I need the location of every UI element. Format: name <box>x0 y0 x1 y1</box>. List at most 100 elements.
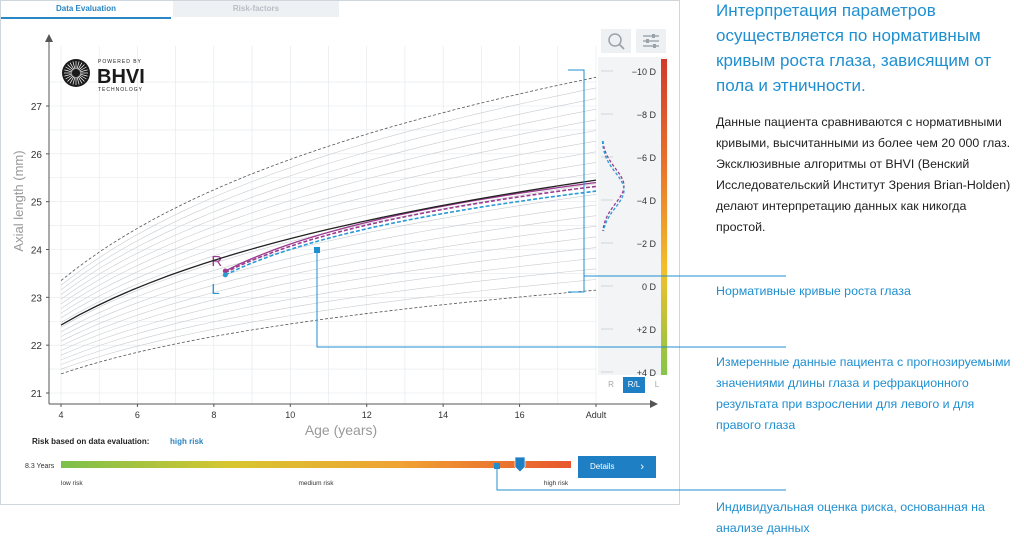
risk-value: high risk <box>170 437 204 446</box>
series-point <box>222 272 228 278</box>
logo-ray <box>79 66 87 72</box>
refraction-tick-label: −4 D <box>637 196 657 206</box>
percentile-curve <box>60 108 597 295</box>
x-axis-label: Age (years) <box>305 422 377 438</box>
percentile-curve <box>60 76 597 281</box>
series-line <box>224 190 597 276</box>
percentile-curve <box>60 140 597 309</box>
details-button[interactable]: Details › <box>578 456 656 478</box>
percentile-curve <box>60 87 597 286</box>
risk-low-label: low risk <box>61 480 83 487</box>
x-tick-label: 16 <box>515 410 525 420</box>
logo-ray <box>64 69 73 73</box>
search-icon <box>608 33 625 50</box>
logo-ray <box>65 74 73 80</box>
risk-gradient-bar <box>61 461 571 468</box>
x-tick-label: 12 <box>362 410 372 420</box>
refraction-gradient-bar <box>661 59 667 375</box>
y-tick-label: 21 <box>31 389 43 400</box>
percentile-curve <box>60 172 597 323</box>
x-tick-label: Adult <box>586 410 607 420</box>
risk-age: 8.3 Years <box>25 463 55 470</box>
bhvi-logo: POWERED BY BHVI TECHNOLOGY <box>62 59 145 93</box>
logo-ray <box>67 75 74 82</box>
logo-ray <box>65 66 73 72</box>
tab-risk-factors[interactable]: Risk-factors <box>173 1 339 17</box>
refraction-scale: −10 D −8 D −6 D −4 D −2 D 0 D +2 D +4 D <box>598 57 668 378</box>
refraction-tick-label: −8 D <box>637 110 657 120</box>
side-body: Данные пациента сравниваются с нормативн… <box>716 115 1011 234</box>
percentile-curve <box>60 289 597 375</box>
logo-ray <box>72 61 76 70</box>
y-axis-label: Axial length (mm) <box>11 150 26 251</box>
refraction-tick-label: +2 D <box>637 325 657 335</box>
x-tick-label: 6 <box>135 410 140 420</box>
percentile-curves <box>60 76 597 375</box>
x-tick-label: 14 <box>438 410 448 420</box>
risk-label: Risk based on data evaluation: <box>32 437 149 446</box>
refraction-distribution <box>601 140 625 232</box>
series-line <box>225 181 597 272</box>
risk-medium-label: medium risk <box>298 480 334 487</box>
percentile-curve <box>60 98 597 291</box>
x-axis-arrow <box>650 400 658 408</box>
logo-ray <box>78 75 85 82</box>
logo-brand: BHVI <box>97 66 145 88</box>
eye-toggle-r[interactable]: R <box>608 380 614 389</box>
series-line <box>60 179 597 326</box>
logo-ray <box>76 76 80 85</box>
refraction-tick-label: −10 D <box>632 67 657 77</box>
logo-sub: TECHNOLOGY <box>98 87 143 93</box>
logo-ray <box>78 64 85 71</box>
series-label: L <box>211 281 219 298</box>
x-tick-label: 10 <box>285 410 295 420</box>
refraction-tick-label: +4 D <box>637 368 657 378</box>
zoom-button[interactable] <box>601 29 631 53</box>
callout-risk: Индивидуальная оценка риска, основанная … <box>716 500 985 535</box>
logo-ray <box>77 62 83 70</box>
y-tick-label: 27 <box>31 102 43 113</box>
y-tick-label: 25 <box>31 198 43 209</box>
percentile-curve <box>60 151 597 314</box>
logo-ray <box>72 76 76 85</box>
callout-patient-data: Измеренные данные пациента с прогнозируе… <box>716 355 1011 432</box>
patient-series: RL <box>60 179 597 326</box>
logo-ray <box>79 69 88 73</box>
percentile-curve <box>60 204 597 337</box>
logo-powered-by: POWERED BY <box>98 59 142 65</box>
details-label: Details <box>590 462 615 471</box>
eye-toggle-l[interactable]: L <box>654 380 660 389</box>
percentile-curve <box>60 130 597 305</box>
sliders-icon <box>643 34 659 48</box>
logo-ray <box>76 61 80 70</box>
refraction-tick-label: −6 D <box>637 153 657 163</box>
y-tick-label: 24 <box>31 246 43 257</box>
callout-normative-curves: Нормативные кривые роста глаза <box>716 284 911 298</box>
refraction-tick-label: 0 D <box>642 282 657 292</box>
side-title: Интерпретация параметров осуществляется … <box>716 1 992 95</box>
y-tick-label: 26 <box>31 150 43 161</box>
logo-ray <box>64 73 73 77</box>
eye-toggle-rl[interactable]: R/L <box>623 377 645 393</box>
tab-data-evaluation[interactable]: Data Evaluation <box>1 1 171 19</box>
risk-marker <box>514 456 526 473</box>
y-axis-arrow <box>45 34 53 42</box>
series-label: R <box>211 253 222 270</box>
refraction-tick-label: −2 D <box>637 239 657 249</box>
y-tick-label: 22 <box>31 341 43 352</box>
risk-bar: Risk based on data evaluation: high risk 8… <box>25 437 571 487</box>
logo-ray <box>69 76 75 84</box>
x-tick-label: 4 <box>58 410 63 420</box>
logo-ray <box>77 76 83 84</box>
logo-ray <box>67 64 74 71</box>
y-tick-label: 23 <box>31 293 43 304</box>
chart-axes: 21 22 23 24 25 26 27 4 6 8 10 12 14 16 Adult Age (years… <box>11 34 658 438</box>
logo-ray <box>79 74 87 80</box>
risk-high-label: high risk <box>544 480 569 487</box>
refraction-panel <box>598 57 668 375</box>
settings-button[interactable] <box>636 29 666 53</box>
x-tick-label: 8 <box>211 410 216 420</box>
chevron-right-icon: › <box>640 461 644 473</box>
series-line <box>224 185 597 274</box>
